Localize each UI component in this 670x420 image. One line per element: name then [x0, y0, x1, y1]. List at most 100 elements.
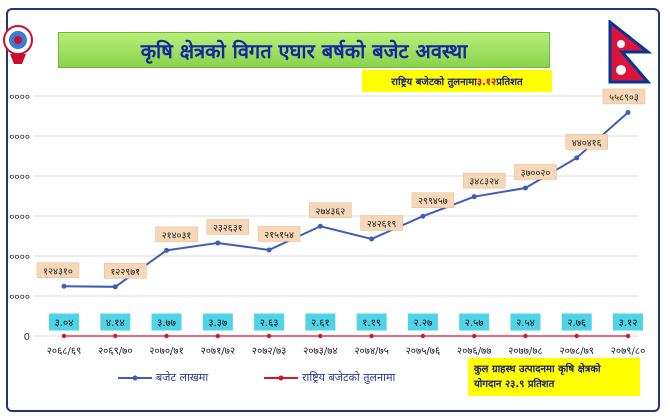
data-label-bg-budget [602, 88, 646, 105]
data-point-ratio [471, 333, 477, 339]
data-point-ratio [113, 333, 118, 339]
data-label-bg-budget [360, 215, 403, 231]
data-point-budget [522, 185, 528, 191]
chart-title: कृषि क्षेत्रको विगत एघार बर्षको बजेट अवस… [140, 38, 468, 63]
data-label-budget: ४४०४१६ [572, 138, 602, 149]
data-label-budget: ३४८३२४ [469, 177, 499, 188]
x-tick-label: २०७०/७१ [149, 346, 184, 357]
x-tick-label: २०६९/७० [98, 346, 133, 357]
data-point-budget [625, 109, 631, 115]
y-tick-label: ०००० [9, 132, 30, 143]
x-tick-label: २०७१/७२ [201, 346, 236, 357]
data-label-bg-ratio [407, 313, 438, 331]
data-label-bg-ratio [254, 313, 285, 331]
data-label-bg-ratio [613, 313, 643, 331]
data-point-budget [420, 213, 426, 219]
data-point-budget [215, 240, 221, 246]
y-tick-label: 0 [24, 332, 30, 343]
legend-item-budget: बजेट लाखमा [118, 370, 208, 385]
data-label-bg-budget [155, 226, 198, 243]
gdp-note-line1: कुल ग्राहस्थ उत्पादनमा कृषि क्षेत्रको [474, 364, 601, 375]
y-tick-label: ०००० [9, 172, 30, 183]
legend-label-ratio: राष्ट्रिय बजेटको तुलनामा [302, 371, 396, 384]
data-point-ratio [164, 333, 169, 339]
legend-swatch-ratio [264, 373, 298, 383]
x-tick-label: २०७३/७४ [303, 346, 338, 357]
data-label-bg-ratio [202, 313, 233, 331]
note-prefix: राष्ट्रिय बजेटको तुलनामा [391, 77, 477, 88]
data-label-bg-budget [206, 219, 250, 235]
data-label-ratio: १.१९ [362, 318, 381, 329]
x-tick-label: २०७६/७७ [457, 346, 492, 357]
data-label-ratio: २.५७ [465, 318, 484, 329]
legend-swatch-budget [118, 373, 152, 383]
data-label-budget: २४२६१९ [367, 219, 397, 230]
x-tick-label: २०७५/७६ [406, 346, 441, 357]
data-label-ratio: ३.७७ [157, 318, 176, 329]
data-point-budget [574, 155, 580, 161]
y-tick-label: ०००० [9, 252, 30, 263]
national-budget-note: राष्ट्रिय बजेटको तुलनामा ३.१२ प्रतिशत [362, 70, 552, 92]
data-label-bg-budget [104, 263, 147, 279]
data-point-ratio [369, 333, 374, 339]
y-tick-label: ०००० [9, 212, 30, 223]
data-point-budget [112, 284, 118, 290]
data-point-budget [266, 247, 272, 253]
data-label-bg-ratio [305, 313, 336, 331]
data-point-budget [164, 247, 170, 253]
data-point-ratio [625, 333, 631, 339]
data-label-budget: २३२६३१ [213, 223, 243, 234]
data-label-ratio: २.७६ [567, 318, 586, 329]
note-suffix: प्रतिशत [496, 77, 523, 88]
data-label-bg-ratio [459, 313, 490, 331]
data-point-ratio [318, 333, 323, 339]
data-label-ratio: २.६१ [311, 318, 330, 329]
y-tick-label: ०००० [9, 92, 30, 103]
x-tick-label: २०७४/७५ [354, 346, 389, 357]
series-line-budget [63, 111, 629, 288]
data-label-bg-budget [309, 202, 352, 219]
data-point-budget [369, 236, 375, 242]
data-label-ratio: ४.१४ [106, 318, 125, 329]
x-tick-label: २०७७/७८ [508, 346, 543, 357]
emblem-icon [3, 25, 33, 64]
data-label-ratio: २.६३ [260, 318, 279, 329]
x-tick-label: २०७२/७३ [252, 346, 287, 357]
data-label-bg-ratio [151, 313, 182, 331]
data-point-ratio [266, 333, 272, 339]
data-label-bg-ratio [49, 313, 79, 331]
gdp-contribution-note: कुल ग्राहस्थ उत्पादनमा कृषि क्षेत्रको यो… [468, 358, 640, 396]
data-label-bg-budget [411, 192, 455, 208]
data-label-budget: २७४३६२ [316, 206, 346, 217]
data-label-ratio: ३.३७ [208, 318, 227, 329]
data-label-budget: ५५८९०३ [609, 92, 639, 103]
data-label-budget: १२२९७१ [110, 267, 140, 278]
data-label-bg-budget [462, 172, 506, 189]
data-label-ratio: ३.१२ [619, 318, 638, 329]
legend-item-ratio: राष्ट्रिय बजेटको तुलनामा [264, 370, 395, 385]
data-label-bg-budget [257, 226, 301, 242]
data-label-budget: १२४३१० [43, 266, 73, 277]
data-label-ratio: २.२७ [414, 318, 433, 329]
data-label-bg-ratio [510, 313, 541, 331]
data-label-ratio: ३.०४ [55, 318, 74, 329]
legend-label-budget: बजेट लाखमा [156, 371, 209, 384]
data-label-bg-budget [36, 262, 80, 279]
data-label-bg-ratio [100, 313, 131, 331]
data-point-ratio [215, 333, 221, 339]
data-label-bg-ratio [356, 313, 387, 331]
data-label-budget: ३७००२० [521, 168, 551, 179]
data-label-ratio: २.५४ [516, 318, 535, 329]
x-tick-label: २०७८/७९ [559, 346, 594, 357]
data-label-budget: २१५१५४ [264, 230, 294, 241]
data-point-budget [61, 283, 67, 289]
note-value: ३.१२ [476, 77, 497, 88]
data-label-bg-budget [565, 134, 608, 150]
data-point-ratio [523, 333, 528, 339]
data-label-budget: २९९४५७ [418, 196, 448, 207]
data-label-bg-budget [514, 164, 557, 180]
data-point-budget [471, 194, 477, 200]
chart-title-banner: कृषि क्षेत्रको विगत एघार बर्षको बजेट अवस… [58, 32, 550, 68]
data-point-ratio [574, 333, 579, 339]
